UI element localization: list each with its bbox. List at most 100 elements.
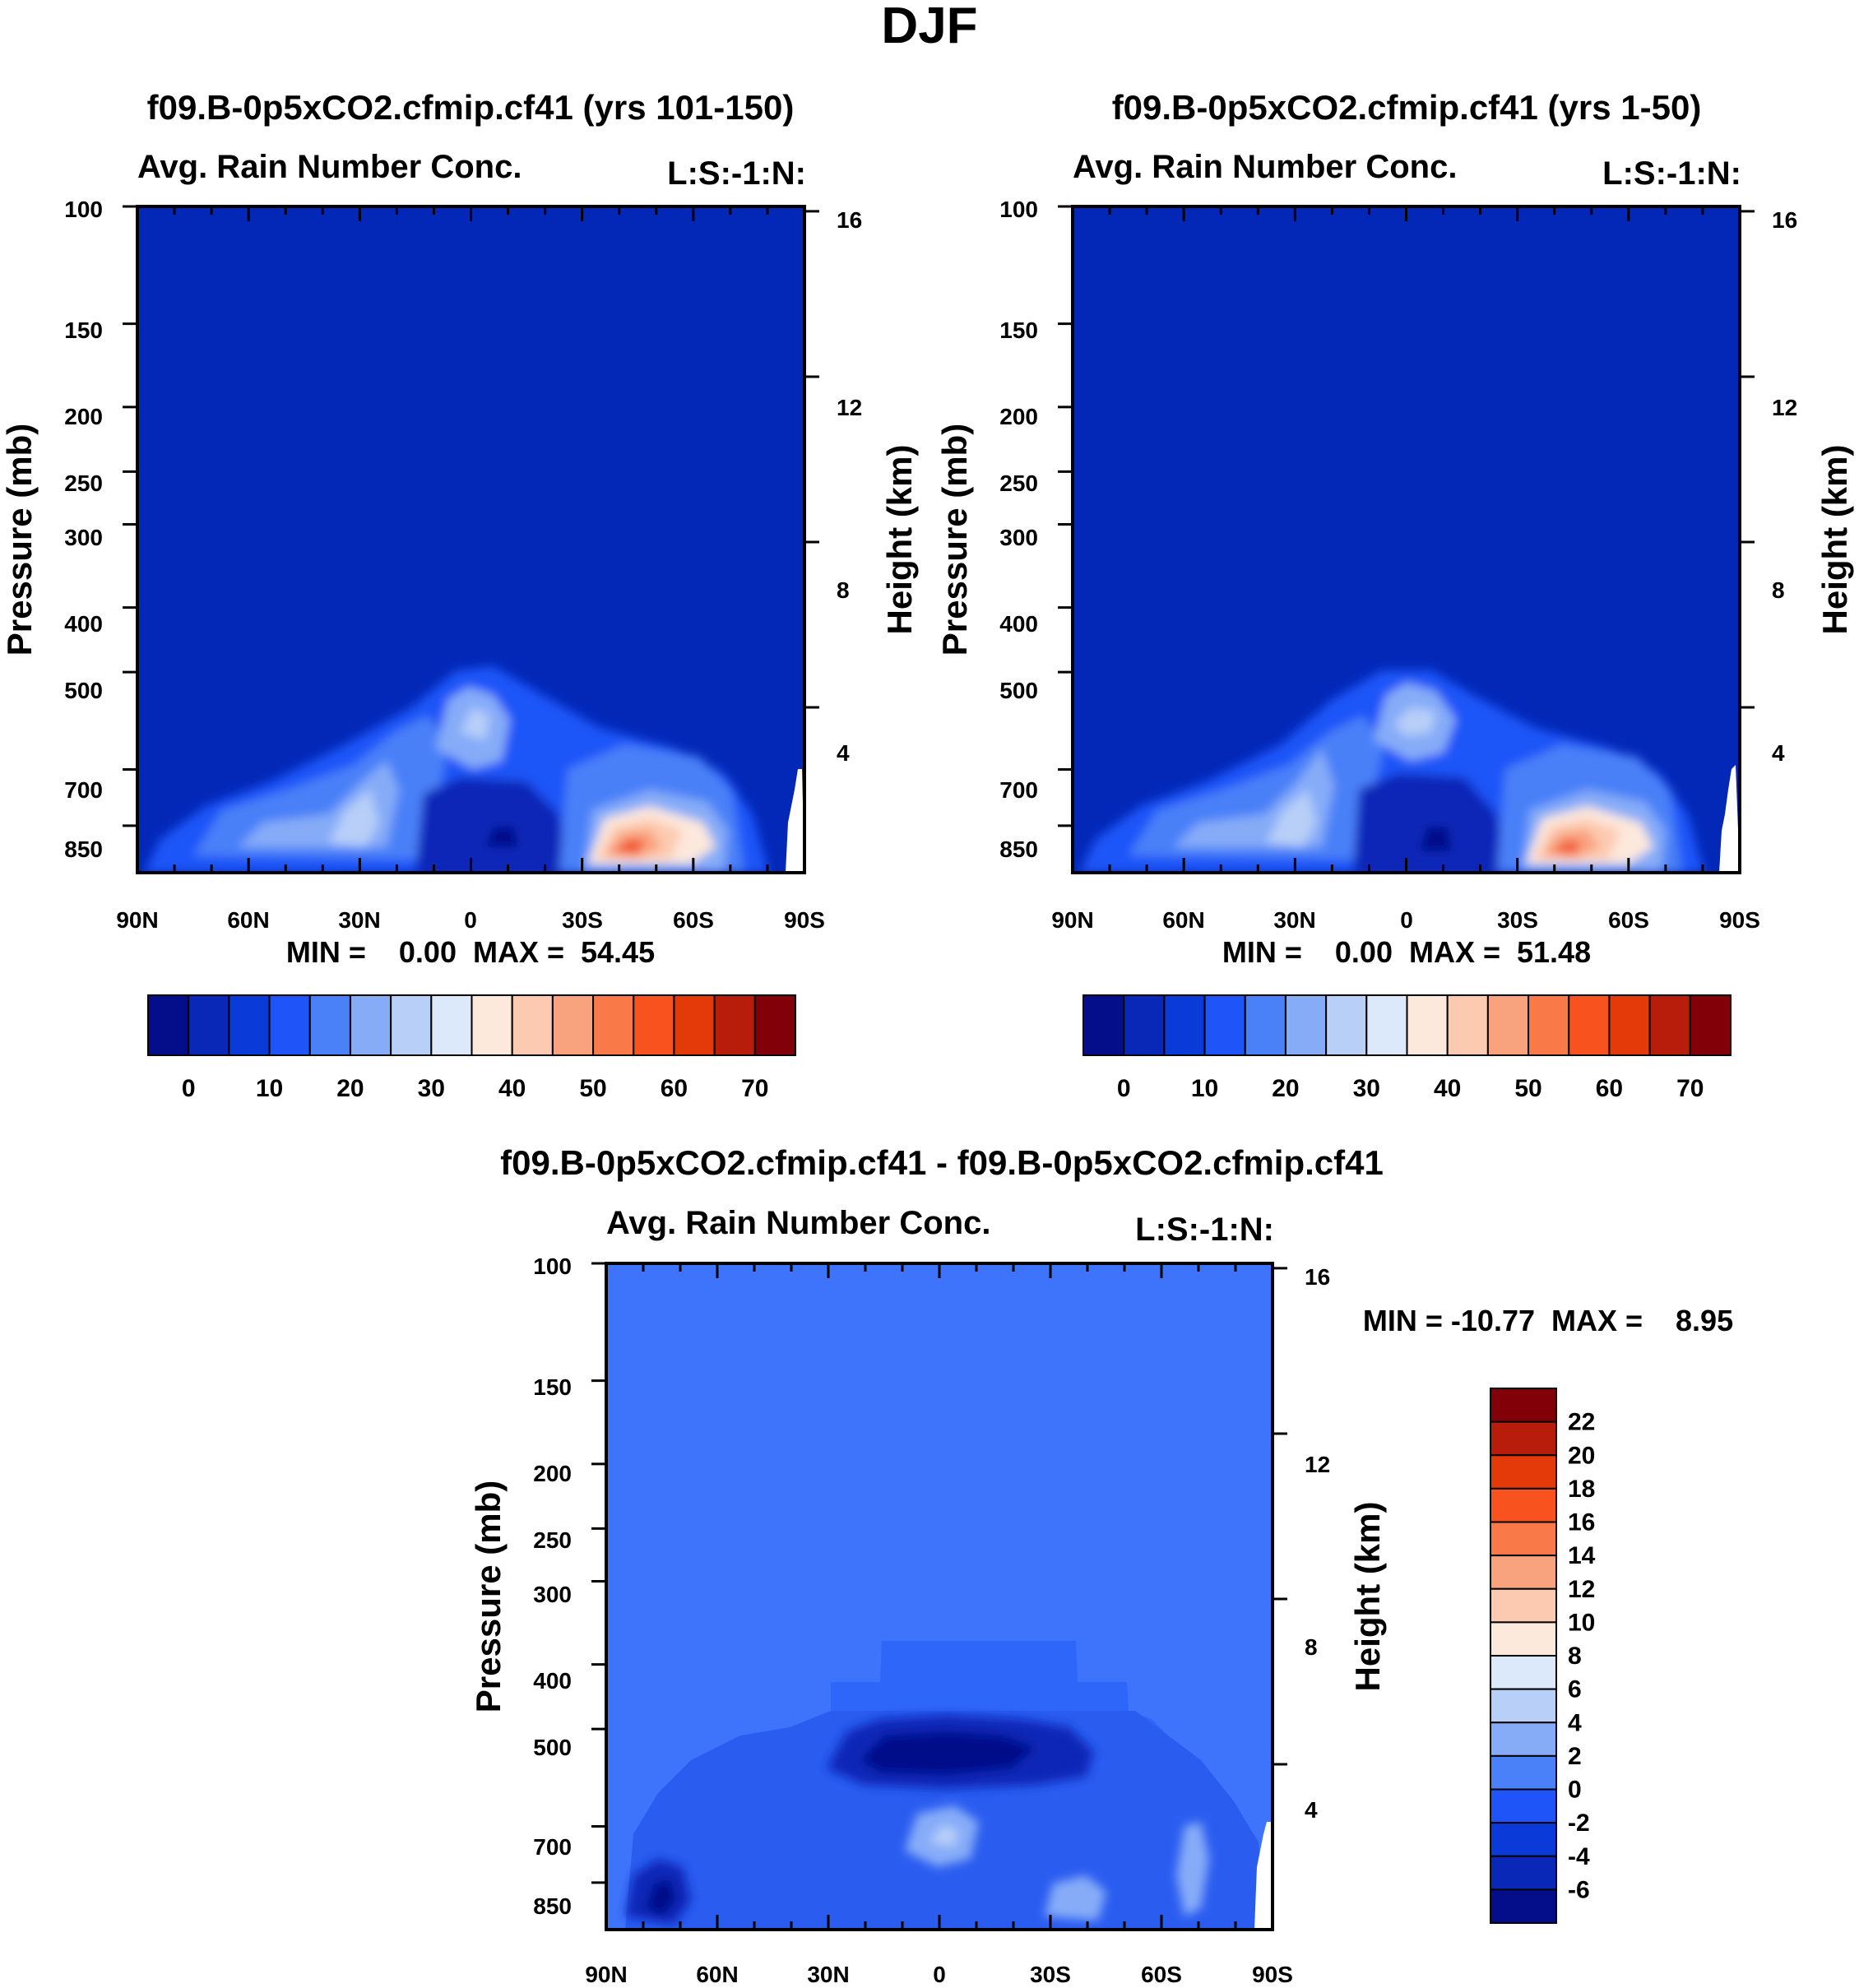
colorbar-swatch — [1490, 1655, 1557, 1690]
colorbar-label: 10 — [256, 1075, 283, 1102]
colorbar-swatch — [1490, 1388, 1557, 1423]
right-tick-label: 8 — [1772, 577, 1785, 603]
axes-ticks — [123, 205, 819, 873]
y-tick-label: 500 — [999, 678, 1038, 703]
contour-south-positive — [1045, 1875, 1106, 1921]
colorbar-label: -2 — [1568, 1810, 1590, 1837]
colorbar-swatch — [713, 994, 756, 1056]
right-tick-label: 16 — [837, 207, 862, 233]
colorbar-label: 30 — [418, 1075, 445, 1102]
colorbar-label: 40 — [1434, 1075, 1461, 1102]
x-tick-label: 30N — [338, 907, 380, 933]
colorbar-swatch — [1648, 994, 1691, 1056]
panel-variable-label: Avg. Rain Number Conc. — [137, 149, 522, 185]
colorbar-label: 20 — [1568, 1442, 1595, 1469]
contour-equator-dry-gap — [415, 777, 568, 873]
colorbar-label: 10 — [1191, 1075, 1218, 1102]
colorbar-swatch — [673, 994, 716, 1056]
colorbar-label: 70 — [741, 1075, 768, 1102]
colorbar-label: -6 — [1568, 1876, 1590, 1903]
right-tick-label: 8 — [837, 577, 850, 603]
contour-north-band-core — [1267, 790, 1316, 847]
colorbar-swatch — [1528, 994, 1570, 1056]
colorbar-swatch — [1406, 994, 1449, 1056]
y-tick-label: 850 — [999, 836, 1038, 862]
x-tick-label: 90N — [116, 907, 158, 933]
colorbar-swatch — [471, 994, 513, 1056]
axes-ticks — [1058, 205, 1755, 873]
x-tick-label: 60S — [1608, 907, 1649, 933]
y-tick-label: 300 — [999, 525, 1038, 550]
x-tick-label: 60S — [1141, 1962, 1182, 1987]
y-tick-label: 400 — [533, 1668, 572, 1694]
colorbar-swatch — [1486, 994, 1530, 1056]
x-tick-label: 30S — [1497, 907, 1538, 933]
panel-level-label: L:S:-1:N: — [1135, 1212, 1274, 1248]
colorbar-swatch — [1568, 994, 1611, 1056]
x-tick-label: 90S — [784, 907, 825, 933]
y-tick-label: 200 — [999, 404, 1038, 429]
x-tick-label: 0 — [933, 1962, 946, 1987]
right-tick-label: 12 — [837, 395, 862, 420]
colorbar-swatch — [1608, 994, 1651, 1056]
colorbar-swatch — [1490, 1822, 1557, 1857]
y-tick-label: 850 — [64, 836, 103, 862]
colorbar-swatch — [1490, 1621, 1557, 1657]
colorbar-swatch — [1325, 994, 1368, 1056]
colorbar-label: 60 — [1596, 1075, 1623, 1102]
panel-level-label: L:S:-1:N: — [667, 155, 806, 192]
y-tick-label: 700 — [64, 777, 103, 803]
x-tick-label: 90S — [1719, 907, 1760, 933]
y-tick-label: 850 — [533, 1893, 572, 1919]
missing-data-region — [786, 769, 804, 873]
y-tick-label: 300 — [64, 525, 103, 550]
y-tick-label: 100 — [533, 1254, 572, 1279]
x-tick-label: 0 — [1400, 907, 1413, 933]
colorbar-swatch — [1284, 994, 1328, 1056]
contour-equator-dry-core — [485, 827, 518, 847]
colorbar-swatch — [1689, 994, 1732, 1056]
colorbar-label: 18 — [1568, 1476, 1595, 1503]
colorbar-label: 0 — [1568, 1777, 1582, 1804]
colorbar-label: 22 — [1568, 1409, 1595, 1436]
y-tick-label: 500 — [533, 1735, 572, 1760]
colorbar-label: 8 — [1568, 1643, 1582, 1670]
colorbar-swatch — [1123, 994, 1166, 1056]
y-tick-label: 400 — [999, 611, 1038, 637]
colorbar-label: 0 — [182, 1075, 196, 1102]
colorbar-swatch — [1490, 1420, 1557, 1457]
y-tick-label: 150 — [999, 317, 1038, 343]
colorbar: 0 10 20 30 40 50 60 70 — [147, 994, 796, 1102]
contour-north-band-core — [329, 790, 378, 847]
field-plot — [606, 1263, 1273, 1930]
colorbar-swatch — [147, 994, 190, 1056]
colorbar-swatch — [1244, 994, 1286, 1056]
colorbar-swatch — [1490, 1788, 1557, 1824]
y-axis-label: Pressure (mb) — [0, 424, 39, 656]
colorbar-swatch — [228, 994, 271, 1056]
colorbar-swatch — [1082, 994, 1125, 1056]
colorbar-label: -4 — [1568, 1843, 1590, 1870]
panel-level-label: L:S:-1:N: — [1602, 155, 1741, 192]
colorbar-label: 6 — [1568, 1676, 1582, 1703]
y-tick-label: 300 — [533, 1582, 572, 1607]
colorbar-label: 60 — [661, 1075, 688, 1102]
min-max-label: MIN = 0.00 MAX = 54.45 — [286, 935, 655, 969]
panel-title: f09.B-0p5xCO2.cfmip.cf41 (yrs 101-150) — [147, 88, 795, 127]
right-tick-label: 16 — [1772, 207, 1797, 233]
colorbar-swatch — [1490, 1888, 1557, 1924]
colorbar-label: 2 — [1568, 1743, 1582, 1770]
y-tick-label: 250 — [533, 1527, 572, 1553]
right-tick-label: 4 — [837, 740, 850, 766]
contour-equator-positive-core — [930, 1826, 958, 1847]
right-tick-label: 4 — [1772, 740, 1785, 766]
contour-midlevel-dip-core — [860, 1731, 1036, 1775]
colorbar: 0 10 20 30 40 50 60 70 — [1082, 994, 1732, 1102]
panel-title: f09.B-0p5xCO2.cfmip.cf41 (yrs 1-50) — [1112, 88, 1702, 127]
colorbar-label: 70 — [1676, 1075, 1704, 1102]
colorbar-label: 20 — [336, 1075, 364, 1102]
panel-top-right: f09.B-0p5xCO2.cfmip.cf41 (yrs 1-50) Avg.… — [935, 88, 1854, 1102]
colorbar-swatch — [1490, 1754, 1557, 1791]
